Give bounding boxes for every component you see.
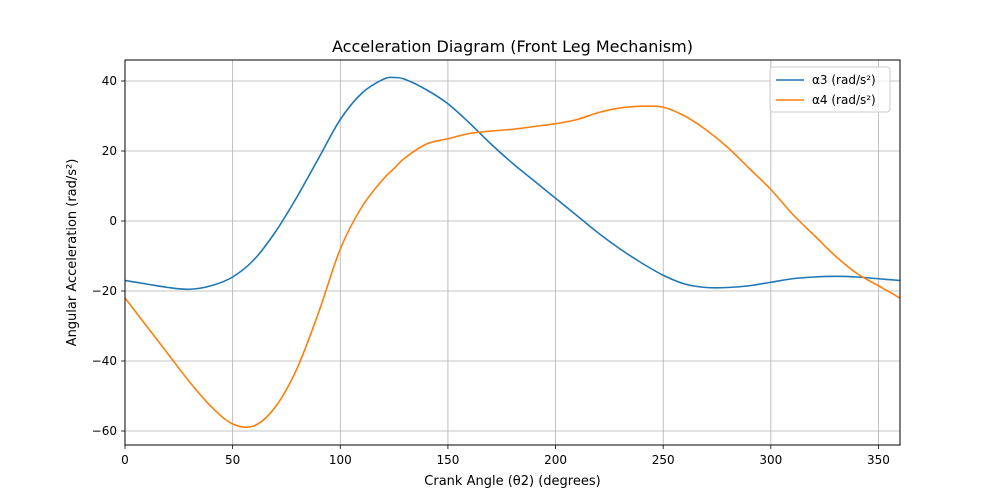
y-tick-label: 20 xyxy=(102,144,117,158)
x-tick-label: 250 xyxy=(652,453,675,467)
legend-label: α3 (rad/s²) xyxy=(812,73,876,87)
chart-title: Acceleration Diagram (Front Leg Mechanis… xyxy=(332,37,693,56)
y-axis-label: Angular Acceleration (rad/s²) xyxy=(65,159,80,347)
x-tick-label: 300 xyxy=(759,453,782,467)
x-tick-label: 200 xyxy=(544,453,567,467)
series-layer xyxy=(125,76,900,429)
y-tick-label: −60 xyxy=(92,424,117,438)
x-tick-label: 350 xyxy=(867,453,890,467)
x-tick-label: 150 xyxy=(436,453,459,467)
y-tick-label: 0 xyxy=(109,214,117,228)
x-tick-label: 100 xyxy=(329,453,352,467)
x-tick-label: 50 xyxy=(225,453,240,467)
x-axis-label: Crank Angle (θ2) (degrees) xyxy=(424,474,600,489)
legend-label: α4 (rad/s²) xyxy=(812,93,876,107)
y-tick-label: 40 xyxy=(102,74,117,88)
legend: α3 (rad/s²) α4 (rad/s²) xyxy=(769,66,891,113)
series-line-0 xyxy=(125,76,900,291)
grid xyxy=(124,60,900,445)
plot-frame xyxy=(124,59,901,446)
y-tick-label: −20 xyxy=(92,284,117,298)
series-line-1 xyxy=(125,105,900,429)
ticks: 0 50 100 150 200 250 300 350 −60 −40 −20 0 20 40 xyxy=(92,74,890,467)
x-tick-label: 0 xyxy=(121,453,129,467)
y-tick-label: −40 xyxy=(92,354,117,368)
